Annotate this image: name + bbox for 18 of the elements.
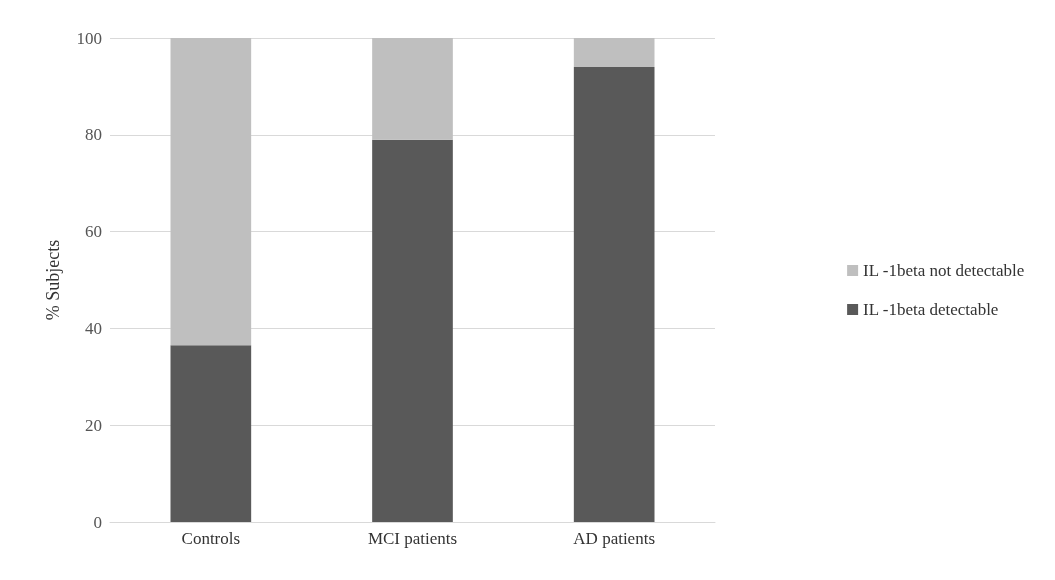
y-tick-label: 20 <box>85 415 102 435</box>
bar <box>170 38 252 346</box>
y-tick-label: 40 <box>85 318 102 338</box>
y-tick-label: 60 <box>85 222 102 242</box>
x-tick-label: Controls <box>181 529 241 548</box>
legend-label: IL -1beta detectable <box>863 300 999 319</box>
x-tick-label: MCI patients <box>367 529 458 548</box>
y-axis-title: % Subjects <box>43 239 63 321</box>
bar <box>372 139 453 522</box>
y-tick-label: 80 <box>85 125 102 145</box>
y-tick-label: 0 <box>93 512 102 532</box>
bar <box>372 38 453 140</box>
bar <box>573 67 655 522</box>
bar <box>573 38 655 68</box>
x-tick-label: AD patients <box>573 529 656 548</box>
bar <box>170 345 252 522</box>
y-tick-label: 100 <box>76 28 102 48</box>
legend-label: IL -1beta not detectable <box>863 261 1025 280</box>
